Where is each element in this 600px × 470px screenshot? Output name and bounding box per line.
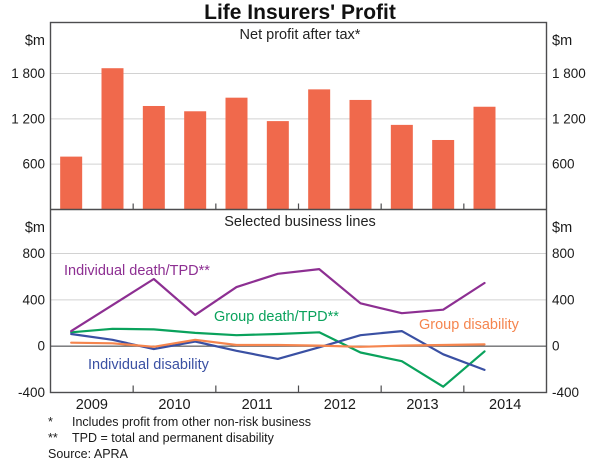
bar xyxy=(60,156,83,210)
bar xyxy=(390,124,413,210)
chart-frame xyxy=(49,21,548,394)
ytick-label-right: 600 xyxy=(552,157,575,172)
bar xyxy=(142,105,165,210)
series-line xyxy=(70,268,486,333)
xtick-label: 2011 xyxy=(242,397,273,413)
unit-label-bottom-right: $m xyxy=(552,220,572,236)
bar xyxy=(184,111,207,210)
series-label-group-death-tpd: Group death/TPD** xyxy=(214,309,339,325)
ytick-label-right: 1 200 xyxy=(552,111,586,126)
footnote-1: * Includes profit from other non-risk bu… xyxy=(48,414,311,430)
ytick-label-right: 1 800 xyxy=(552,66,586,81)
footnote-2-marker: ** xyxy=(48,431,58,445)
bar xyxy=(101,68,124,210)
footnote-1-marker: * xyxy=(48,415,53,429)
ytick-label-left: 800 xyxy=(22,246,45,261)
series-label-individual-disability: Individual disability xyxy=(88,357,209,373)
footnote-2: ** TPD = total and permanent disability xyxy=(48,430,311,446)
bar xyxy=(432,139,455,210)
ytick-label-left: 600 xyxy=(22,157,45,172)
footnote-1-text: Includes profit from other non-risk busi… xyxy=(72,415,311,429)
xtick-label: 2010 xyxy=(158,397,190,413)
bar xyxy=(225,97,248,210)
bottom-panel-subtitle: Selected business lines xyxy=(224,214,376,230)
chart-title: Life Insurers' Profit xyxy=(204,1,396,24)
ytick-label-left: 1 800 xyxy=(11,66,45,81)
xtick-label: 2012 xyxy=(324,397,356,413)
xtick-label: 2013 xyxy=(406,397,438,413)
unit-label-top-left: $m xyxy=(25,33,45,49)
ytick-label-right: -400 xyxy=(552,385,579,400)
series-line xyxy=(70,327,486,388)
ytick-label-right: 800 xyxy=(552,246,575,261)
ytick-label-left: 400 xyxy=(22,292,45,307)
bar xyxy=(349,99,372,210)
bar xyxy=(308,89,331,210)
xtick-label: 2014 xyxy=(489,397,521,413)
bar xyxy=(266,121,289,210)
bar xyxy=(473,106,496,210)
ytick-label-left: -400 xyxy=(18,385,45,400)
top-panel-subtitle: Net profit after tax* xyxy=(239,27,361,43)
footnote-2-text: TPD = total and permanent disability xyxy=(72,431,274,445)
ytick-label-right: 0 xyxy=(552,339,560,354)
source-note: Source: APRA xyxy=(48,447,128,461)
unit-label-bottom-left: $m xyxy=(25,220,45,236)
unit-label-top-right: $m xyxy=(552,33,572,49)
ytick-label-left: 0 xyxy=(37,339,45,354)
series-label-individual-death-tpd: Individual death/TPD** xyxy=(64,263,210,279)
ytick-label-left: 1 200 xyxy=(11,111,45,126)
series-line xyxy=(70,338,486,348)
ytick-label-right: 400 xyxy=(552,292,575,307)
footnotes: * Includes profit from other non-risk bu… xyxy=(48,414,311,462)
series-label-group-disability: Group disability xyxy=(419,317,519,333)
xtick-label: 2009 xyxy=(76,397,108,413)
